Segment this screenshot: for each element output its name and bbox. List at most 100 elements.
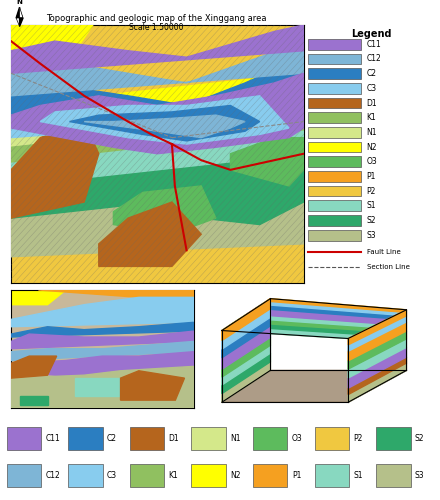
Polygon shape	[40, 96, 289, 144]
Text: P1: P1	[367, 172, 376, 181]
Bar	[7, 464, 41, 487]
Text: O3: O3	[292, 434, 303, 444]
Bar	[130, 464, 164, 487]
Text: P1: P1	[292, 470, 301, 480]
Bar	[308, 39, 361, 50]
Polygon shape	[20, 7, 23, 18]
Polygon shape	[222, 298, 271, 341]
Polygon shape	[11, 57, 304, 115]
Text: K1: K1	[367, 113, 376, 122]
Polygon shape	[11, 96, 304, 148]
Polygon shape	[231, 138, 304, 186]
Polygon shape	[75, 378, 130, 396]
Polygon shape	[11, 186, 304, 257]
Text: Section Line: Section Line	[367, 264, 409, 270]
Bar	[308, 54, 361, 64]
Polygon shape	[348, 316, 407, 351]
Bar	[308, 68, 361, 79]
Polygon shape	[11, 331, 194, 349]
Polygon shape	[348, 348, 407, 388]
Bar	[308, 171, 361, 182]
Polygon shape	[241, 314, 378, 327]
Polygon shape	[267, 298, 407, 312]
Text: S2: S2	[367, 216, 376, 225]
Text: S2: S2	[415, 434, 425, 444]
Polygon shape	[262, 301, 402, 315]
Text: C12: C12	[367, 54, 381, 64]
Polygon shape	[16, 18, 20, 26]
Text: O3: O3	[367, 157, 377, 166]
Polygon shape	[11, 25, 304, 105]
Text: P2: P2	[353, 434, 363, 444]
Text: Scale 1:50000: Scale 1:50000	[129, 23, 183, 32]
Polygon shape	[229, 322, 364, 334]
Polygon shape	[222, 338, 271, 377]
Bar	[68, 428, 103, 450]
Polygon shape	[11, 244, 304, 282]
Bar	[191, 428, 226, 450]
Polygon shape	[222, 370, 407, 402]
Text: D1: D1	[169, 434, 179, 444]
Polygon shape	[11, 25, 304, 282]
Polygon shape	[348, 363, 407, 402]
Text: N2: N2	[230, 470, 241, 480]
Polygon shape	[11, 290, 194, 408]
Bar	[253, 464, 287, 487]
Polygon shape	[201, 154, 304, 224]
Polygon shape	[235, 318, 371, 330]
Polygon shape	[348, 339, 407, 378]
Bar	[376, 428, 411, 450]
Bar	[308, 142, 361, 152]
Bar	[308, 186, 361, 196]
Text: Legend: Legend	[352, 29, 392, 39]
Bar	[308, 98, 361, 108]
Text: S1: S1	[367, 202, 376, 210]
Bar	[376, 464, 411, 487]
Polygon shape	[348, 322, 407, 361]
Polygon shape	[20, 396, 48, 404]
Text: Fault Line: Fault Line	[367, 250, 400, 256]
Polygon shape	[38, 290, 194, 298]
Text: K1: K1	[169, 470, 178, 480]
Bar	[308, 127, 361, 138]
Text: C2: C2	[367, 69, 377, 78]
Text: C2: C2	[107, 434, 117, 444]
Polygon shape	[11, 74, 304, 154]
Bar	[308, 156, 361, 167]
Polygon shape	[11, 74, 304, 138]
Text: N1: N1	[230, 434, 241, 444]
Polygon shape	[11, 322, 194, 337]
Text: D1: D1	[367, 98, 377, 108]
Polygon shape	[114, 186, 216, 234]
Polygon shape	[11, 290, 66, 304]
Polygon shape	[222, 298, 407, 339]
Text: C3: C3	[367, 84, 377, 93]
Text: S3: S3	[415, 470, 425, 480]
Polygon shape	[11, 41, 304, 96]
Polygon shape	[11, 131, 304, 186]
Polygon shape	[222, 353, 271, 394]
Polygon shape	[11, 25, 93, 51]
Polygon shape	[222, 318, 271, 358]
Bar	[308, 215, 361, 226]
Polygon shape	[11, 342, 194, 360]
Polygon shape	[11, 366, 194, 386]
Polygon shape	[256, 304, 396, 318]
Polygon shape	[247, 308, 389, 324]
Polygon shape	[11, 154, 304, 218]
Polygon shape	[70, 106, 260, 141]
Bar	[253, 428, 287, 450]
Text: P2: P2	[367, 186, 376, 196]
Polygon shape	[348, 331, 407, 369]
Polygon shape	[11, 115, 304, 164]
Text: C3: C3	[107, 470, 117, 480]
Bar	[308, 112, 361, 123]
Polygon shape	[348, 357, 407, 395]
Bar	[308, 200, 361, 211]
Polygon shape	[222, 298, 271, 402]
Polygon shape	[20, 18, 23, 26]
Polygon shape	[139, 290, 194, 298]
Text: C12: C12	[45, 470, 60, 480]
Polygon shape	[222, 362, 271, 402]
Text: C11: C11	[45, 434, 60, 444]
